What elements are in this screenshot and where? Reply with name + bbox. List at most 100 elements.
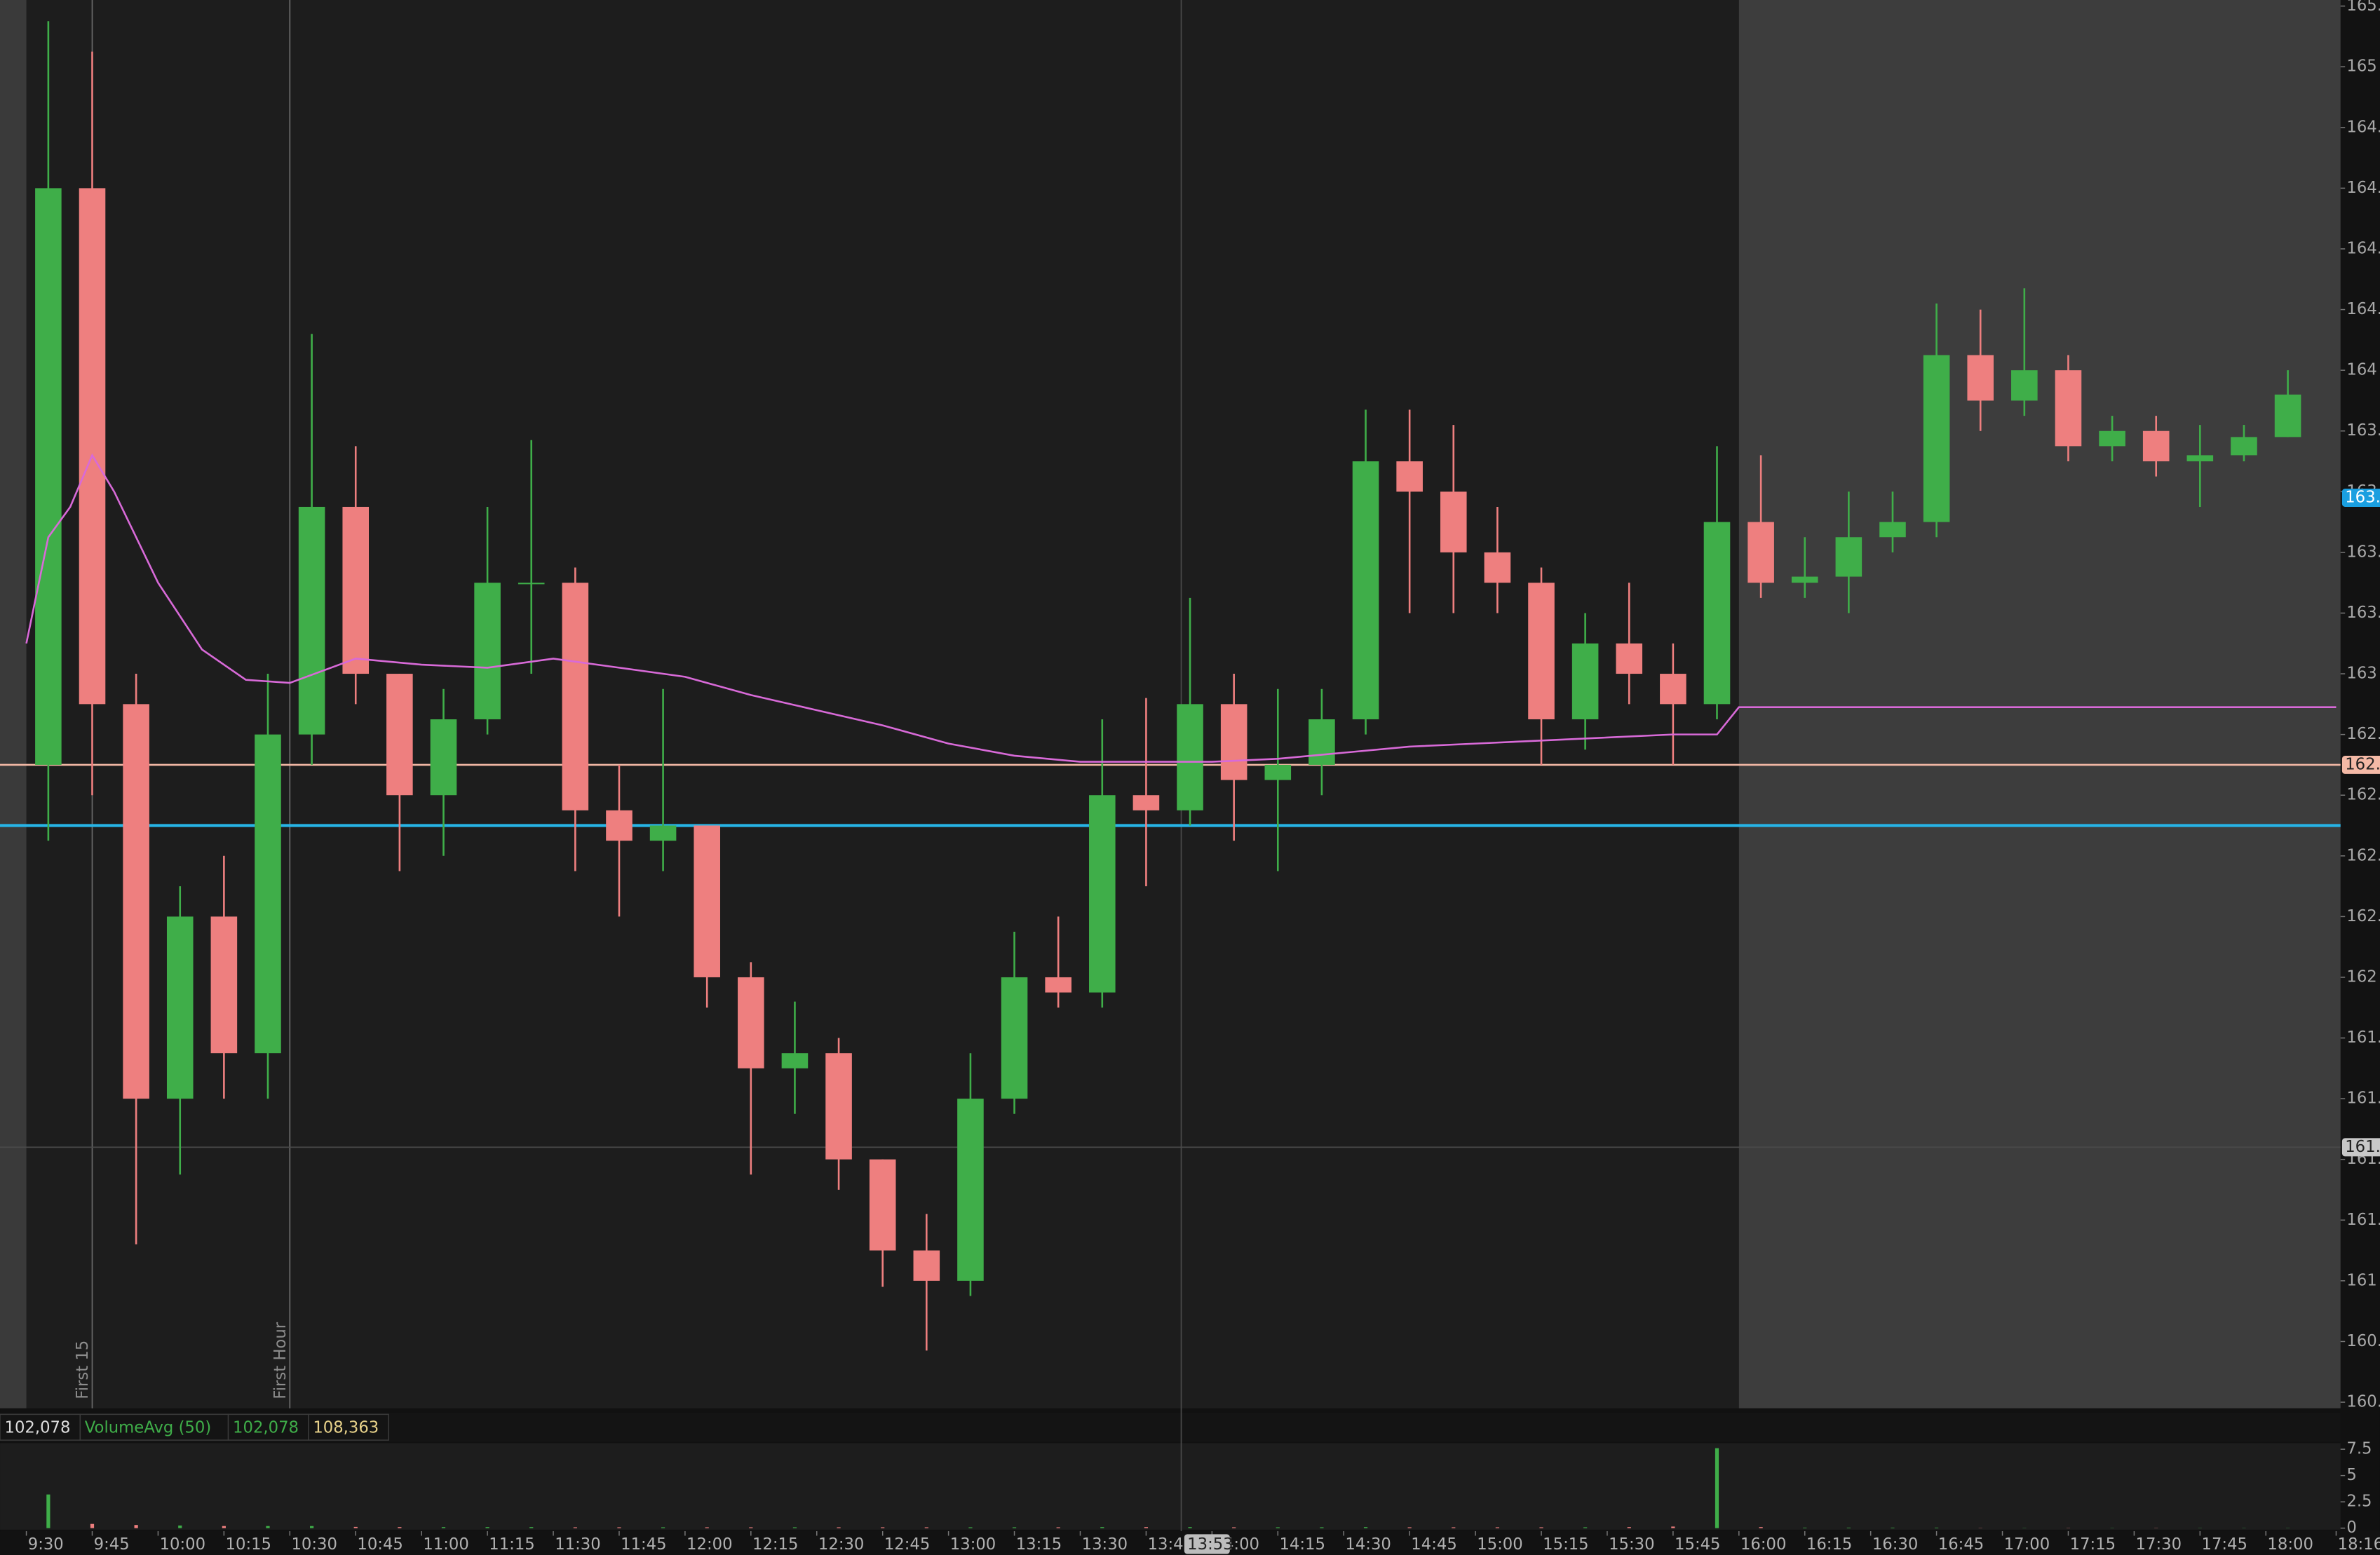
candle-body: [1309, 719, 1335, 765]
y-tick-label: 162.8: [2346, 725, 2380, 743]
moving-average: [25, 453, 2337, 763]
volume-bar: [968, 1527, 973, 1528]
volume-y-tick-label: 0: [2346, 1519, 2356, 1537]
volume-bar: [1407, 1527, 1412, 1528]
volume-header-cell: [79, 1413, 229, 1441]
y-tick-label: 161.6: [2346, 1089, 2380, 1108]
x-tick-label: 9:45: [94, 1535, 130, 1554]
volume-header-text: VolumeAvg (50): [85, 1418, 211, 1437]
candle-body: [2055, 370, 2082, 447]
y-tick-label: 162.6: [2346, 786, 2380, 804]
volume-header-cell: [308, 1413, 389, 1441]
x-tick-label: 16:45: [1938, 1535, 1984, 1554]
volume-header: [0, 1413, 2341, 1442]
candle-body: [210, 916, 238, 1054]
volume-bar: [749, 1527, 753, 1528]
candle-body: [1791, 576, 1818, 583]
x-tick-label: 12:30: [818, 1535, 864, 1554]
level-badge-box: [2341, 755, 2380, 774]
volume-y-tick-label: 5: [2346, 1466, 2356, 1484]
last-price-badge-box: [2341, 488, 2380, 507]
volume-bar: [1012, 1527, 1017, 1528]
x-tick-label: 13:00: [950, 1535, 996, 1554]
candle-body: [1089, 795, 1116, 993]
candle-body: [1967, 355, 1994, 401]
candle-body: [1001, 977, 1028, 1099]
y-tick-label: 161.2: [2346, 1211, 2380, 1229]
volume-bar: [266, 1526, 270, 1528]
after-hours-shade: [1738, 0, 2341, 1408]
x-tick-label: 17:15: [2070, 1535, 2116, 1554]
candle-body: [123, 704, 149, 1099]
volume-bar: [1144, 1527, 1149, 1528]
volume-bar: [1627, 1527, 1631, 1528]
volume-plot: [0, 1443, 2341, 1530]
x-tick-label: 11:00: [423, 1535, 468, 1554]
x-tick-label: 10:15: [226, 1535, 271, 1554]
volume-bar: [441, 1527, 446, 1528]
candle-body: [2099, 430, 2125, 447]
crosshair-time: 13:53: [1187, 1535, 1233, 1554]
volume-bar: [1100, 1527, 1104, 1528]
candle-body: [2231, 437, 2257, 456]
candle-body: [518, 583, 545, 585]
candle-body: [562, 583, 589, 810]
crosshair-time-box: [1184, 1534, 1230, 1554]
volume-bar: [529, 1527, 534, 1528]
candle-body: [1923, 355, 1950, 522]
candle-body: [694, 825, 720, 977]
x-tick-label: 16:00: [1740, 1535, 1786, 1554]
x-tick-label: 11:45: [621, 1535, 666, 1554]
y-tick-label: 163.2: [2346, 604, 2380, 622]
candle-body: [781, 1053, 809, 1068]
volume-bar: [1056, 1527, 1060, 1528]
volume-bar: [1320, 1527, 1324, 1528]
y-tick-label: 164.6: [2346, 179, 2380, 197]
volume-bar: [46, 1494, 50, 1528]
volume-bar: [222, 1526, 226, 1528]
session-shading: [0, 0, 2341, 1408]
candle-body: [1747, 522, 1774, 583]
candle-body: [1440, 491, 1467, 552]
candle-body: [1484, 552, 1511, 583]
candle-body: [738, 977, 764, 1068]
candle-body: [430, 719, 457, 796]
x-tick-label: 12:45: [884, 1535, 930, 1554]
volume-header-text: 102,078: [4, 1418, 70, 1437]
candle-body: [1045, 977, 1071, 993]
price-axis: [2340, 0, 2380, 1408]
volume-bar: [310, 1526, 314, 1528]
candle-body: [649, 825, 677, 841]
volume-bar: [924, 1527, 928, 1528]
y-tick-label: 161: [2346, 1271, 2376, 1289]
x-tick-label: 13:15: [1016, 1535, 1062, 1554]
candle-body: [35, 188, 62, 765]
x-tick-label: 15:45: [1675, 1535, 1720, 1554]
volume-bar: [1232, 1527, 1236, 1528]
volume-bar: [1583, 1527, 1588, 1528]
volume-bar: [792, 1527, 797, 1528]
volume-bar: [1671, 1526, 1675, 1528]
x-tick-label: 10:00: [160, 1535, 205, 1554]
x-tick-label: 14:30: [1345, 1535, 1391, 1554]
candle-body: [869, 1159, 896, 1251]
y-tick-label: 164.4: [2346, 239, 2380, 257]
volume-bar: [1363, 1527, 1368, 1528]
volume-bar: [1759, 1527, 1763, 1528]
volume-bar: [1276, 1527, 1280, 1528]
last-price-badge: 163.58: [2345, 488, 2380, 506]
candle-body: [1264, 764, 1292, 780]
candle-body: [1220, 704, 1248, 780]
y-tick-label: 160.6: [2346, 1393, 2380, 1411]
x-tick-label: 11:15: [489, 1535, 534, 1554]
volume-bar: [881, 1527, 885, 1528]
crosshair-price-badge: 161.44: [2345, 1138, 2380, 1156]
x-tick-label: 11:30: [555, 1535, 600, 1554]
y-tick-label: 163.8: [2346, 421, 2380, 440]
candle-body: [825, 1053, 852, 1160]
candle-body: [2186, 455, 2214, 462]
volume-header-text: 102,078: [233, 1418, 299, 1437]
y-tick-label: 161.8: [2346, 1028, 2380, 1047]
y-tick-label: 163.4: [2346, 543, 2380, 561]
